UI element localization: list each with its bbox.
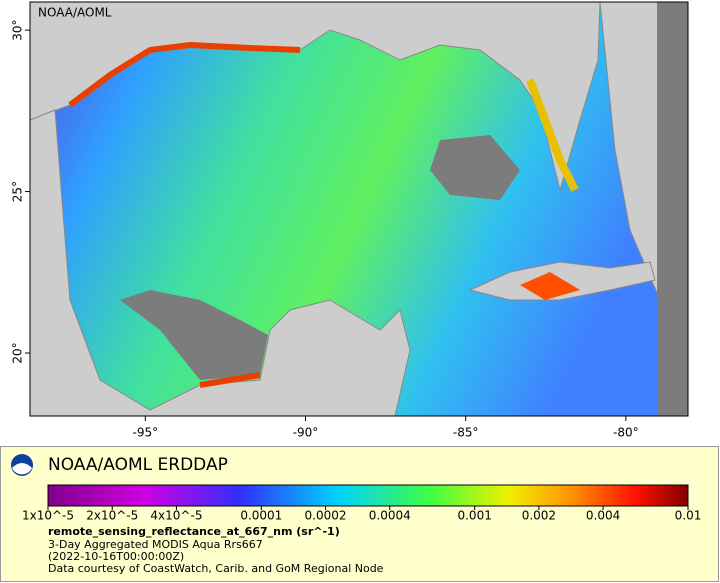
colorbar-tick-label: 0.01 [675, 509, 702, 523]
x-tick-label: -80° [613, 426, 639, 440]
x-tick-label: -90° [293, 426, 319, 440]
colorbar [47, 484, 689, 507]
colorbar-tick-label: 0.0001 [240, 509, 282, 523]
variable-name: remote_sensing_reflectance_at_667_nm (sr… [48, 525, 340, 538]
y-tick-label: 25° [11, 181, 25, 202]
info-line: (2022-10-16T00:00:00Z) [48, 550, 184, 563]
legend-panel [0, 446, 719, 582]
coastal-red [68, 41, 301, 108]
coastal-red [520, 272, 580, 300]
map-frame [29, 1, 689, 417]
colorbar-tick-label: 0.0002 [305, 509, 347, 523]
colorbar-tick-label: 0.002 [522, 509, 556, 523]
map-credit: NOAA/AOML [38, 6, 112, 20]
colorbar-tick-label: 0.001 [457, 509, 491, 523]
y-tick-label: 30° [11, 19, 25, 40]
colorbar-tick-label: 0.0004 [369, 509, 411, 523]
colorbar-tick-label: 4x10^-5 [150, 509, 202, 523]
logo-text: NOAA/AOML ERDDAP [48, 455, 228, 475]
colorbar-tick-label: 0.004 [586, 509, 620, 523]
info-line: 3-Day Aggregated MODIS Aqua Rrs667 [48, 538, 263, 551]
coastal-yellow [526, 78, 579, 192]
mexico-land [30, 109, 411, 416]
colorbar-tick-label: 2x10^-5 [86, 509, 138, 523]
no-data-strip [657, 2, 688, 416]
x-tick-label: -85° [453, 426, 479, 440]
no-data-patch [430, 135, 520, 200]
y-tick-label: 20° [11, 342, 25, 363]
x-tick-label: -95° [133, 426, 159, 440]
noaa-logo-wave [12, 463, 32, 475]
no-data-shelf [120, 290, 268, 380]
map-area [30, 2, 688, 416]
coastal-red [199, 372, 261, 388]
colorbar-tick-label: 1x10^-5 [22, 509, 74, 523]
info-line: Data courtesy of CoastWatch, Carib. and … [48, 562, 384, 575]
